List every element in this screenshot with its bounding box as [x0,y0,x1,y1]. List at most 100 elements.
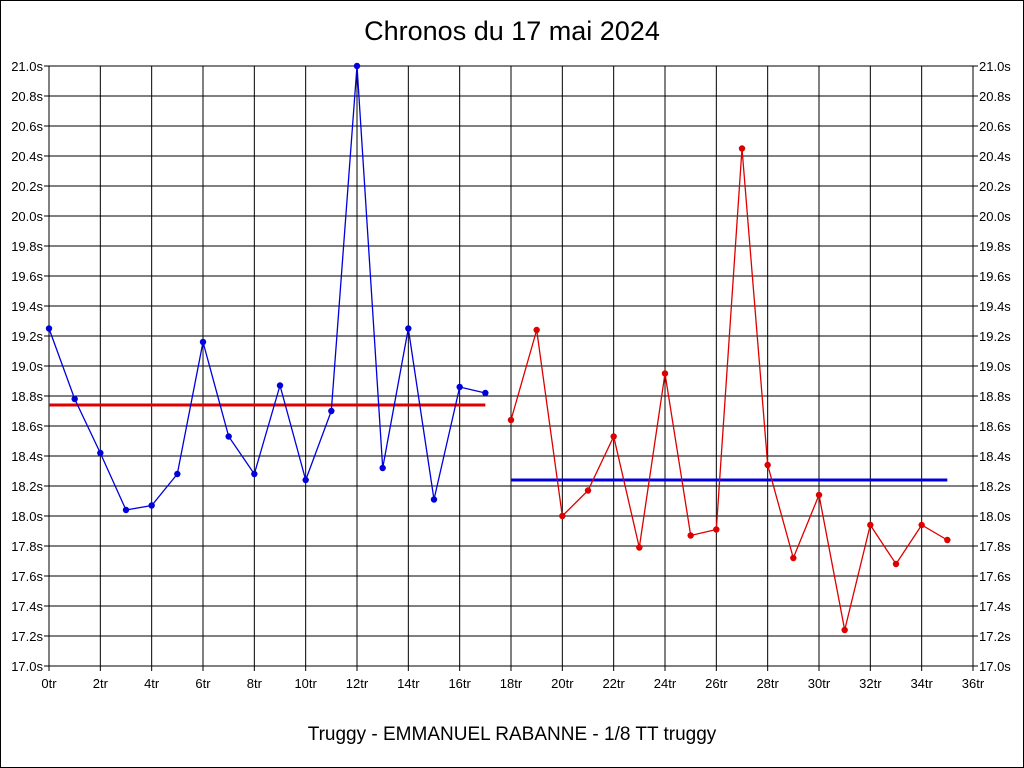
y-tick-label-right: 19.8s [979,239,1011,254]
y-tick-label-right: 20.2s [979,179,1011,194]
x-tick-label: 36tr [962,676,985,691]
y-tick-label-left: 17.6s [11,569,43,584]
y-tick-label-right: 20.0s [979,209,1011,224]
x-tick-label: 24tr [654,676,677,691]
y-tick-label-left: 18.2s [11,479,43,494]
x-tick-label: 10tr [294,676,317,691]
y-tick-label-left: 18.0s [11,509,43,524]
x-tick-label: 20tr [551,676,574,691]
x-tick-label: 16tr [448,676,471,691]
series-2-point [713,526,720,533]
series-2-point [867,521,874,529]
y-tick-label-left: 19.6s [11,269,43,284]
series-1-point [71,395,78,403]
series-1-point [328,407,335,415]
series-2-point [636,544,643,551]
y-tick-label-right: 20.8s [979,89,1011,104]
series-1-point [45,325,53,332]
series-1-point [148,502,155,509]
y-tick-label-left: 18.4s [11,449,43,464]
series-1-point [97,449,104,457]
y-tick-label-right: 20.6s [979,119,1011,134]
y-tick-label-left: 18.6s [11,419,43,434]
series-2-point [764,461,771,469]
series-2-point [533,326,540,334]
y-tick-label-left: 19.4s [11,299,43,314]
series-2-point [661,370,669,377]
chart-title: Chronos du 17 mai 2024 [364,16,660,46]
series-2-point [687,532,694,539]
series-1-point [482,389,489,397]
series-2-point [738,145,746,152]
series-1-point [302,476,309,484]
y-tick-label-left: 19.8s [11,239,43,254]
y-tick-label-left: 20.8s [11,89,43,104]
series-1-point [276,382,284,389]
series-2-point [790,554,797,562]
y-tick-label-left: 20.2s [11,179,43,194]
x-tick-label: 32tr [859,676,882,691]
y-tick-label-left: 17.2s [11,629,43,644]
y-tick-label-left: 17.8s [11,539,43,554]
series-1-point [405,325,412,332]
y-tick-label-left: 20.0s [11,209,43,224]
x-tick-label: 26tr [705,676,728,691]
y-tick-label-right: 19.6s [979,269,1011,284]
series-1-point [353,62,361,70]
x-tick-label: 8tr [247,676,263,691]
y-tick-label-right: 18.0s [979,509,1011,524]
x-tick-label: 4tr [144,676,160,691]
y-tick-label-right: 19.2s [979,329,1011,344]
series-2-point [918,521,925,529]
x-tick-label: 6tr [195,676,211,691]
y-tick-label-right: 18.4s [979,449,1011,464]
series-2-point [507,416,515,424]
series-1-point [379,464,386,472]
x-tick-label: 14tr [397,676,420,691]
y-tick-label-left: 20.4s [11,149,43,164]
x-tick-label: 18tr [500,676,523,691]
x-tick-label: 12tr [346,676,369,691]
series-line-2 [510,148,948,631]
y-tick-label-left: 17.0s [11,659,43,674]
series-2-point [559,512,566,520]
series-1-point [225,433,232,440]
y-tick-label-right: 17.0s [979,659,1011,674]
plot-area-border [48,65,974,667]
series-2-point [815,491,823,499]
y-tick-label-right: 18.8s [979,389,1011,404]
series-2-point [944,536,951,544]
series-line-1 [48,65,486,511]
x-tick-label: 30tr [808,676,831,691]
y-tick-label-right: 18.2s [979,479,1011,494]
x-tick-label: 0tr [41,676,57,691]
series-1-point [456,383,463,391]
y-tick-label-right: 17.2s [979,629,1011,644]
y-tick-label-left: 21.0s [11,59,43,74]
y-tick-label-right: 18.6s [979,419,1011,434]
series-2-point [584,487,592,494]
x-tick-label: 2tr [93,676,109,691]
y-tick-label-right: 17.8s [979,539,1011,554]
series-1-point [251,470,258,478]
y-tick-label-right: 17.6s [979,569,1011,584]
y-tick-label-left: 18.8s [11,389,43,404]
y-tick-label-left: 20.6s [11,119,43,134]
series-1-point [122,506,130,514]
y-tick-label-right: 20.4s [979,149,1011,164]
series-2-point [892,560,900,568]
x-tick-label: 28tr [756,676,779,691]
y-tick-label-right: 19.4s [979,299,1011,314]
y-tick-label-left: 19.2s [11,329,43,344]
series-1-point [199,338,207,346]
y-tick-label-right: 17.4s [979,599,1011,614]
series-2-point [610,433,617,440]
chart-subtitle: Truggy - EMMANUEL RABANNE - 1/8 TT trugg… [307,724,717,745]
series-2-point [841,626,848,634]
y-tick-label-left: 17.4s [11,599,43,614]
y-tick-label-left: 19.0s [11,359,43,374]
series-1-point [430,496,438,503]
series-1-point [174,470,181,478]
